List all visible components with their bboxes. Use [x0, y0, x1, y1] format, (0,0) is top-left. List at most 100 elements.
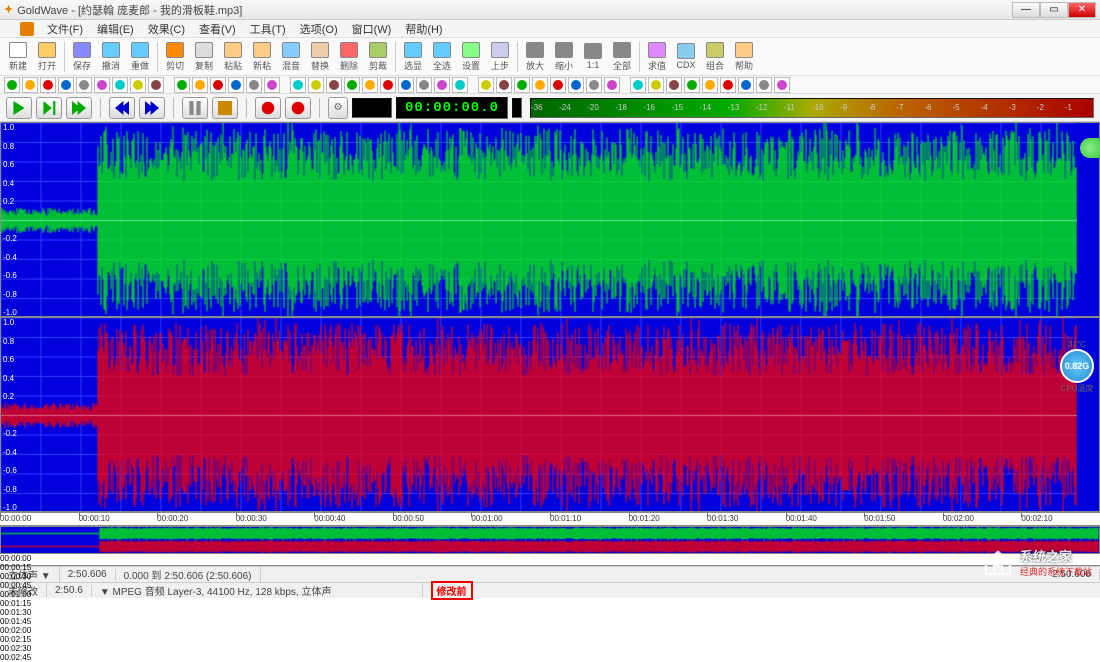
record-new-button[interactable] [285, 97, 311, 119]
play-loop-button[interactable] [66, 97, 92, 119]
effect-button-26[interactable] [496, 77, 512, 93]
effect-button-31[interactable] [586, 77, 602, 93]
toolbar-redo-button[interactable]: 重做 [126, 40, 154, 74]
menu-item[interactable]: 查看(V) [192, 21, 243, 37]
waveform-left-channel[interactable]: 1.00.80.60.40.2-0.2-0.4-0.6-0.8-1.0 [0, 122, 1100, 317]
effect-button-23[interactable] [434, 77, 450, 93]
toolbar-selv-button[interactable]: 选显 [399, 40, 427, 74]
effect-button-18[interactable] [344, 77, 360, 93]
effect-button-32[interactable] [604, 77, 620, 93]
menu-item[interactable]: 编辑(E) [90, 21, 141, 37]
effect-button-4[interactable] [76, 77, 92, 93]
effect-button-27[interactable] [514, 77, 530, 93]
effect-button-22[interactable] [416, 77, 432, 93]
effect-button-1[interactable] [22, 77, 38, 93]
effect-button-21[interactable] [398, 77, 414, 93]
toolbar-paste-button[interactable]: 粘贴 [219, 40, 247, 74]
toolbar-z1-button[interactable]: 1:1 [579, 40, 607, 74]
effect-button-30[interactable] [568, 77, 584, 93]
toolbar-new-button[interactable]: 新建 [4, 40, 32, 74]
effect-button-3[interactable] [58, 77, 74, 93]
close-button[interactable]: ✕ [1068, 2, 1096, 18]
effect-button-34[interactable] [648, 77, 664, 93]
stop-button[interactable] [212, 97, 238, 119]
toolbar-save-button[interactable]: 保存 [68, 40, 96, 74]
waveform-right-channel[interactable]: 1.00.80.60.40.2-0.2-0.4-0.6-0.8-1.0 [0, 317, 1100, 512]
rewind-button[interactable] [109, 97, 135, 119]
effect-button-11[interactable] [210, 77, 226, 93]
toolbar-del-button[interactable]: 删除 [335, 40, 363, 74]
effect-button-6[interactable] [112, 77, 128, 93]
effect-button-10[interactable] [192, 77, 208, 93]
time-mark: 00:01:00 [471, 514, 502, 523]
effect-button-28[interactable] [532, 77, 548, 93]
effect-button-38[interactable] [720, 77, 736, 93]
effect-button-16[interactable] [308, 77, 324, 93]
effect-button-15[interactable] [290, 77, 306, 93]
toolbar-copy-button[interactable]: 复制 [190, 40, 218, 74]
toolbar-help-button[interactable]: 帮助 [730, 40, 758, 74]
cpu-temp-widget: 31°C 0.82G CPU温度 [1060, 340, 1094, 394]
props-button[interactable]: ⚙ [328, 97, 348, 119]
effect-button-40[interactable] [756, 77, 772, 93]
effect-button-13[interactable] [246, 77, 262, 93]
toolbar-replace-button[interactable]: 替换 [306, 40, 334, 74]
menu-item[interactable]: 帮助(H) [398, 21, 449, 37]
effect-button-20[interactable] [380, 77, 396, 93]
effect-button-41[interactable] [774, 77, 790, 93]
minimize-button[interactable]: — [1012, 2, 1040, 18]
toolbar-link-button[interactable]: 组合 [701, 40, 729, 74]
menu-item[interactable]: 工具(T) [243, 21, 293, 37]
play-button[interactable] [6, 97, 32, 119]
effect-button-36[interactable] [684, 77, 700, 93]
toolbar-prev-button[interactable]: 上步 [486, 40, 514, 74]
toolbar-zo-button[interactable]: 缩小 [550, 40, 578, 74]
toolbar-za-button[interactable]: 全部 [608, 40, 636, 74]
maximize-button[interactable]: ▭ [1040, 2, 1068, 18]
record-button[interactable] [255, 97, 281, 119]
effect-button-19[interactable] [362, 77, 378, 93]
toolbar-undo-button[interactable]: 撤消 [97, 40, 125, 74]
effect-button-39[interactable] [738, 77, 754, 93]
toolbar-cdx-button[interactable]: CDX [672, 40, 700, 74]
effect-button-2[interactable] [40, 77, 56, 93]
effect-button-17[interactable] [326, 77, 342, 93]
effect-button-29[interactable] [550, 77, 566, 93]
menu-item[interactable]: 文件(F) [40, 21, 90, 37]
effect-button-7[interactable] [130, 77, 146, 93]
toolbar-zi-button[interactable]: 放大 [521, 40, 549, 74]
toolbar-set-button[interactable]: 设置 [457, 40, 485, 74]
toolbar-sela-button[interactable]: 全选 [428, 40, 456, 74]
effect-button-37[interactable] [702, 77, 718, 93]
effect-button-25[interactable] [478, 77, 494, 93]
play-sel-button[interactable] [36, 97, 62, 119]
toolbar-mix-button[interactable]: 混音 [277, 40, 305, 74]
time-mark: 00:02:10 [1021, 514, 1052, 523]
time-mark: 00:00:45 [0, 581, 1100, 590]
overview-waveform[interactable] [0, 526, 1100, 554]
menu-item[interactable]: 效果(C) [141, 21, 192, 37]
toolbar-cut-button[interactable]: 剪切 [161, 40, 189, 74]
effect-button-8[interactable] [148, 77, 164, 93]
menu-item[interactable]: 窗口(W) [345, 21, 399, 37]
effect-button-35[interactable] [666, 77, 682, 93]
toolbar-trim-button[interactable]: 剪裁 [364, 40, 392, 74]
effect-button-33[interactable] [630, 77, 646, 93]
effect-button-14[interactable] [264, 77, 280, 93]
effect-button-0[interactable] [4, 77, 20, 93]
waveform-area: 1.00.80.60.40.2-0.2-0.4-0.6-0.8-1.0 1.00… [0, 122, 1100, 566]
forward-button[interactable] [139, 97, 165, 119]
vu-tick: -9 [840, 103, 847, 112]
menu-item[interactable]: 选项(O) [293, 21, 345, 37]
overview-ruler[interactable]: 00:00:0000:00:1500:00:3000:00:4500:01:00… [0, 554, 1100, 566]
toolbar-open-button[interactable]: 打开 [33, 40, 61, 74]
effect-button-24[interactable] [452, 77, 468, 93]
effect-button-9[interactable] [174, 77, 190, 93]
app-logo: ✦ [4, 3, 13, 16]
timeline-ruler[interactable]: 00:00:0000:00:1000:00:2000:00:3000:00:40… [0, 512, 1100, 526]
toolbar-eval-button[interactable]: 求值 [643, 40, 671, 74]
effect-button-5[interactable] [94, 77, 110, 93]
effect-button-12[interactable] [228, 77, 244, 93]
toolbar-pnew-button[interactable]: 新粘 [248, 40, 276, 74]
pause-button[interactable] [182, 97, 208, 119]
